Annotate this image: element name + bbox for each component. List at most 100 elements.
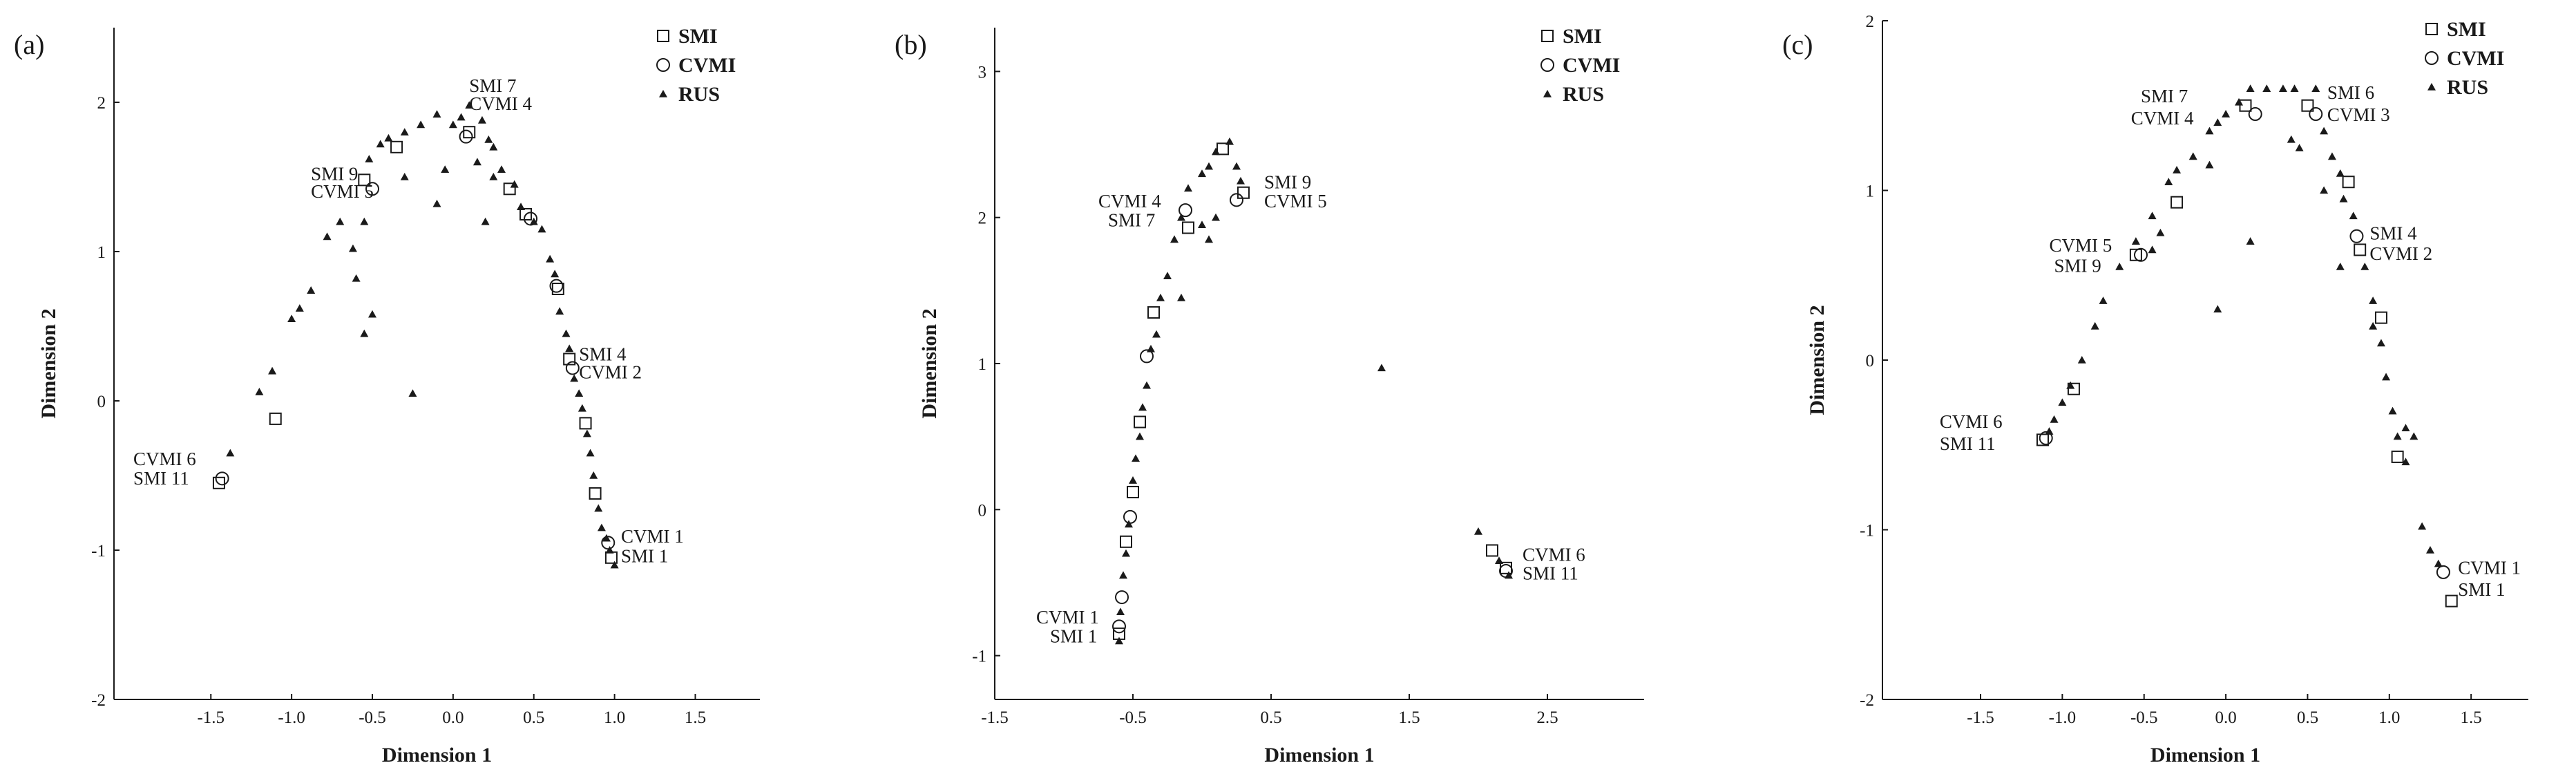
legend-marker-smi — [1541, 30, 1554, 42]
point-annotation: SMI 11 — [133, 468, 189, 489]
data-point-rus — [2382, 373, 2391, 381]
x-tick-label: 1.5 — [685, 708, 706, 727]
x-tick-label: 0.5 — [1260, 708, 1281, 727]
point-annotation: CVMI 2 — [2369, 243, 2432, 264]
y-tick-label: 3 — [978, 63, 987, 82]
point-annotation: CVMI 6 — [1940, 411, 2003, 432]
x-tick-label: 1.5 — [1398, 708, 1420, 727]
data-point-rus — [2050, 415, 2059, 423]
data-point-rus — [417, 120, 426, 129]
point-annotation: CVMI 4 — [2131, 108, 2194, 129]
data-point-rus — [2410, 432, 2418, 440]
x-tick-label: -0.5 — [2130, 708, 2158, 727]
point-annotation: CVMI 4 — [469, 93, 532, 114]
data-point-cvmi — [1115, 590, 1129, 605]
data-point-smi — [463, 126, 476, 139]
data-point-rus — [1505, 571, 1513, 579]
data-point-rus — [307, 286, 316, 294]
data-point-smi — [2239, 99, 2252, 112]
data-point-cvmi — [365, 182, 379, 196]
x-tick-label: -1.0 — [2049, 708, 2077, 727]
data-point-rus — [2327, 152, 2336, 160]
data-point-rus — [2213, 305, 2222, 313]
point-annotation: CVMI 1 — [1036, 607, 1099, 628]
data-point-rus — [384, 133, 393, 142]
legend-marker-cvmi — [1540, 58, 1554, 72]
data-point-cvmi — [1123, 509, 1137, 524]
x-tick-label: 0.5 — [523, 708, 544, 727]
y-tick-label: 1 — [97, 243, 106, 262]
data-point-rus — [1205, 235, 1213, 243]
data-point-smi — [2374, 311, 2387, 324]
data-point-rus — [1237, 176, 1245, 185]
data-point-smi — [1127, 485, 1139, 498]
point-annotation: SMI 9 — [311, 163, 358, 184]
data-point-rus — [2388, 406, 2397, 415]
data-point-rus — [448, 120, 457, 129]
data-point-rus — [348, 244, 357, 252]
data-point-rus — [2077, 356, 2086, 364]
data-point-rus — [1377, 364, 1386, 372]
x-tick-label: 0.5 — [2297, 708, 2318, 727]
legend: SMI CVMI RUS — [2425, 18, 2504, 99]
data-point-cvmi — [565, 361, 580, 375]
data-point-rus — [2434, 559, 2443, 567]
panel-label: (c) — [1782, 29, 1813, 60]
x-tick-label: 0.0 — [442, 708, 464, 727]
legend-label-rus: RUS — [1563, 83, 1604, 106]
data-point-rus — [1132, 454, 1140, 462]
point-annotation: CVMI 5 — [2049, 235, 2112, 256]
data-point-cvmi — [1140, 349, 1154, 364]
data-point-rus — [489, 142, 498, 151]
x-tick-label: 1.5 — [2461, 708, 2482, 727]
data-point-rus — [2360, 262, 2369, 270]
y-tick-label: -1 — [972, 648, 986, 666]
y-tick-label: 2 — [1866, 12, 1875, 31]
data-point-rus — [2090, 321, 2099, 330]
data-point-rus — [1152, 330, 1161, 338]
data-point-rus — [497, 165, 506, 173]
data-point-rus — [602, 534, 611, 542]
data-point-rus — [1129, 476, 1137, 484]
data-point-cvmi — [2134, 247, 2148, 262]
data-point-rus — [2246, 84, 2255, 92]
data-point-smi — [269, 412, 282, 425]
data-point-rus — [2235, 97, 2244, 106]
data-point-rus — [365, 155, 374, 162]
data-point-rus — [268, 366, 277, 375]
legend: SMI CVMI RUS — [656, 25, 736, 106]
x-tick-label: 2.5 — [1536, 708, 1558, 727]
point-annotation: SMI 6 — [2327, 82, 2374, 103]
data-point-rus — [1177, 293, 1185, 301]
series-cvmi — [1112, 193, 1513, 634]
data-point-rus — [2173, 166, 2182, 173]
legend-label-rus: RUS — [2447, 76, 2488, 99]
x-tick-label: 1.0 — [604, 708, 625, 727]
y-tick-label: -2 — [1860, 691, 1874, 710]
series-smi — [2036, 99, 2458, 608]
legend-label-smi: SMI — [2447, 18, 2486, 41]
point-annotation: SMI 11 — [1523, 563, 1578, 584]
data-point-smi — [1120, 535, 1132, 548]
legend-marker-rus — [659, 90, 667, 97]
data-point-rus — [1232, 162, 1241, 170]
data-point-rus — [2295, 144, 2304, 151]
x-tick-label: 0.0 — [2215, 708, 2236, 727]
data-point-smi — [2129, 248, 2142, 261]
x-tick-label: -1.5 — [197, 708, 225, 727]
y-tick-label: 0 — [1866, 352, 1875, 370]
data-point-rus — [1122, 549, 1130, 557]
data-point-rus — [473, 158, 481, 166]
data-point-rus — [517, 203, 526, 210]
data-point-rus — [336, 217, 345, 225]
series-rus — [226, 101, 619, 569]
data-point-smi — [1147, 306, 1160, 319]
data-point-smi — [1237, 186, 1250, 199]
data-point-rus — [570, 374, 579, 382]
data-point-rus — [578, 404, 586, 412]
data-point-cvmi — [549, 279, 564, 293]
data-point-rus — [2401, 458, 2410, 466]
point-annotation: SMI 7 — [469, 75, 516, 96]
data-point-rus — [2401, 424, 2410, 431]
data-point-rus — [477, 115, 486, 124]
